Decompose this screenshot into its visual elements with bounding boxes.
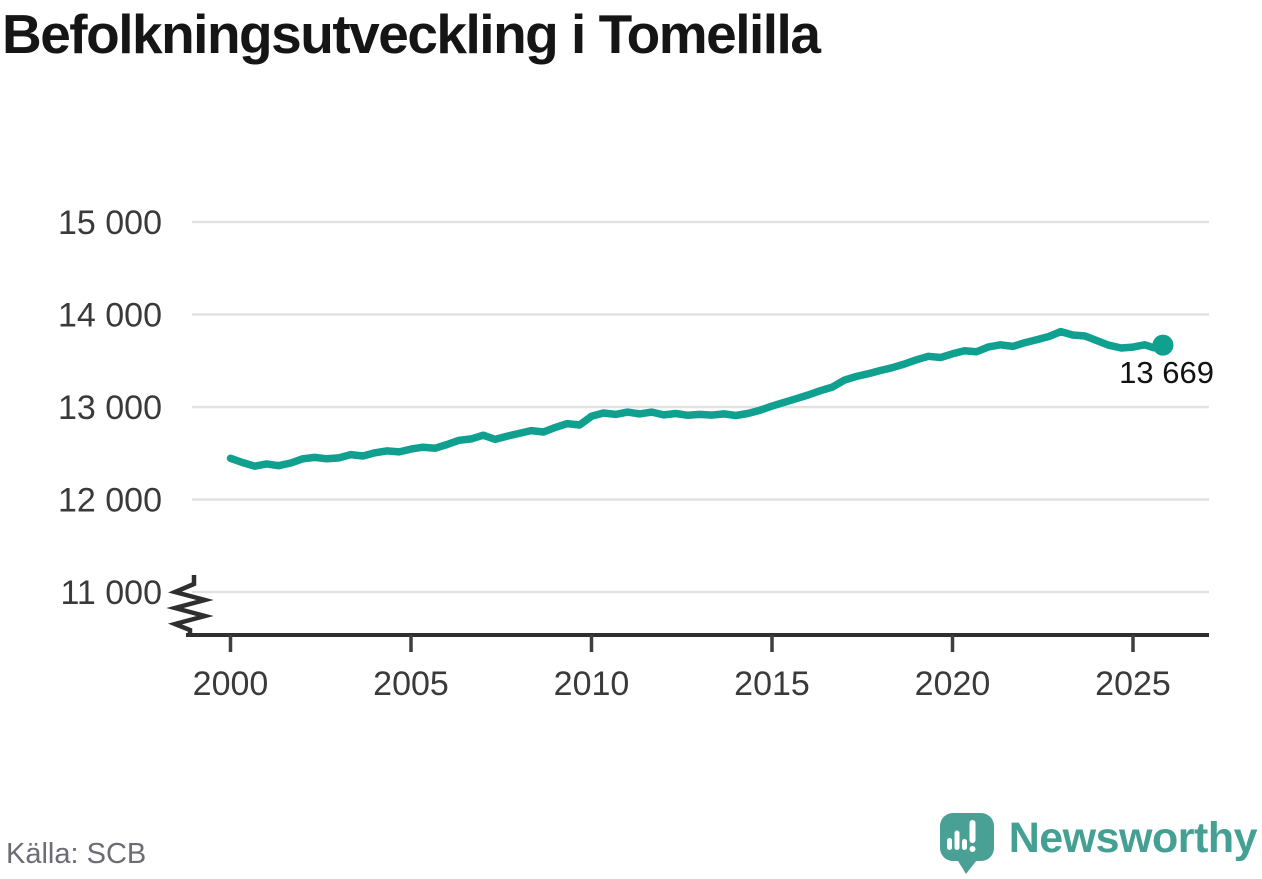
chart-title: Befolkningsutveckling i Tomelilla [2, 3, 821, 65]
x-tick-label: 2000 [193, 665, 269, 703]
axis-break-icon [166, 575, 214, 634]
x-tick-label: 2010 [554, 665, 630, 703]
newsworthy-logo: Newsworthy [939, 806, 1258, 877]
last-value-label: 13 669 [1119, 355, 1214, 390]
x-tick-label: 2005 [373, 665, 449, 703]
y-tick-label: 14 000 [58, 297, 162, 335]
y-tick-label: 11 000 [61, 574, 162, 612]
population-line [226, 327, 1167, 470]
y-tick-label: 13 000 [58, 389, 162, 427]
source-note: Källa: SCB [6, 838, 147, 870]
newsworthy-bubble-icon [939, 813, 994, 874]
x-tick-label: 2025 [1095, 665, 1171, 703]
y-tick-label: 12 000 [58, 482, 162, 520]
y-tick-label: 15 000 [58, 204, 162, 242]
newsworthy-wordmark: Newsworthy [1008, 814, 1258, 862]
x-tick-label: 2015 [734, 665, 810, 703]
last-point-dot [1152, 334, 1174, 356]
x-tick-label: 2020 [915, 665, 991, 703]
